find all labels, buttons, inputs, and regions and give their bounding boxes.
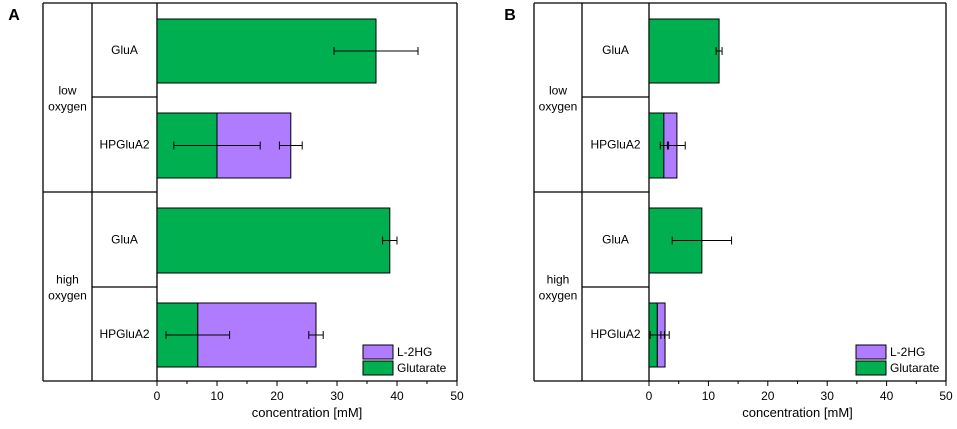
legend-label: Glutarate (890, 361, 940, 375)
legend: L-2HG Glutarate (855, 344, 940, 376)
group-label: oxygen (48, 100, 87, 114)
x-tick-label: 40 (390, 389, 404, 403)
legend-swatch-l2hg (362, 344, 394, 360)
category-label: GluA (602, 233, 629, 247)
group-label: high (547, 273, 570, 287)
group-label: low (58, 84, 76, 98)
legend-label: L-2HG (397, 345, 432, 359)
legend-swatch-glutarate (855, 360, 887, 376)
legend-label: Glutarate (397, 361, 447, 375)
group-label: low (549, 84, 567, 98)
x-tick-label: 40 (880, 389, 894, 403)
x-tick-label: 0 (154, 389, 161, 403)
x-tick-label: 50 (939, 389, 953, 403)
category-label: GluA (602, 43, 629, 57)
x-tick-label: 10 (210, 389, 224, 403)
x-tick-label: 30 (330, 389, 344, 403)
panel-label: B (504, 7, 516, 24)
x-tick-label: 50 (450, 389, 464, 403)
category-label: HPGluA2 (590, 327, 640, 341)
category-label: HPGluA2 (99, 138, 149, 152)
panel-label: A (8, 7, 20, 24)
group-label: oxygen (48, 289, 87, 303)
legend-label: L-2HG (890, 345, 925, 359)
x-axis-label: concentration [mM] (742, 405, 853, 420)
x-tick-label: 20 (761, 389, 775, 403)
x-tick-label: 0 (646, 389, 653, 403)
category-label: HPGluA2 (590, 138, 640, 152)
group-label: oxygen (539, 100, 578, 114)
legend-swatch-l2hg (855, 344, 887, 360)
group-label: oxygen (539, 289, 578, 303)
x-tick-label: 20 (270, 389, 284, 403)
bar-glutarate (648, 18, 720, 84)
group-label: high (56, 273, 79, 287)
category-label: HPGluA2 (99, 327, 149, 341)
legend: L-2HG Glutarate (362, 344, 447, 376)
legend-swatch-glutarate (362, 360, 394, 376)
bar-glutarate (156, 207, 391, 274)
category-label: GluA (111, 233, 138, 247)
x-axis-label: concentration [mM] (252, 405, 363, 420)
category-label: GluA (111, 43, 138, 57)
x-tick-label: 30 (821, 389, 835, 403)
x-tick-label: 10 (702, 389, 716, 403)
